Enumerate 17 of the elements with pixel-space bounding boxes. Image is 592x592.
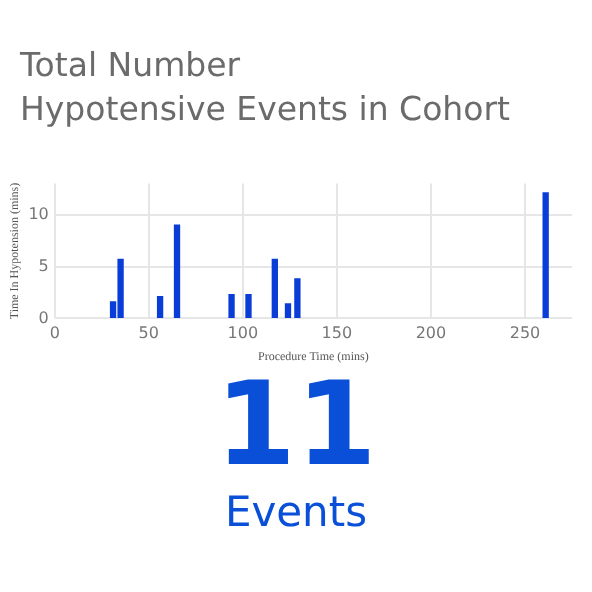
bar bbox=[117, 258, 124, 319]
x-tick-label: 250 bbox=[509, 324, 541, 343]
text: Events bbox=[222, 488, 370, 536]
y-tick-label: 5 bbox=[38, 256, 49, 275]
y-tick-label: 0 bbox=[38, 308, 49, 327]
bar bbox=[173, 224, 181, 319]
bar bbox=[542, 192, 549, 319]
bar bbox=[156, 295, 164, 319]
bar bbox=[271, 258, 278, 319]
chart-title: Total Number Hypotensive Events in Cohort bbox=[20, 44, 510, 132]
x-tick-label: 150 bbox=[321, 324, 353, 343]
bar bbox=[245, 293, 252, 319]
y-tick-label: 10 bbox=[28, 204, 49, 223]
bar bbox=[228, 293, 235, 319]
x-tick-label: 100 bbox=[227, 324, 259, 343]
x-tick-label: 200 bbox=[415, 324, 447, 343]
x-tick-label: 50 bbox=[138, 324, 159, 343]
